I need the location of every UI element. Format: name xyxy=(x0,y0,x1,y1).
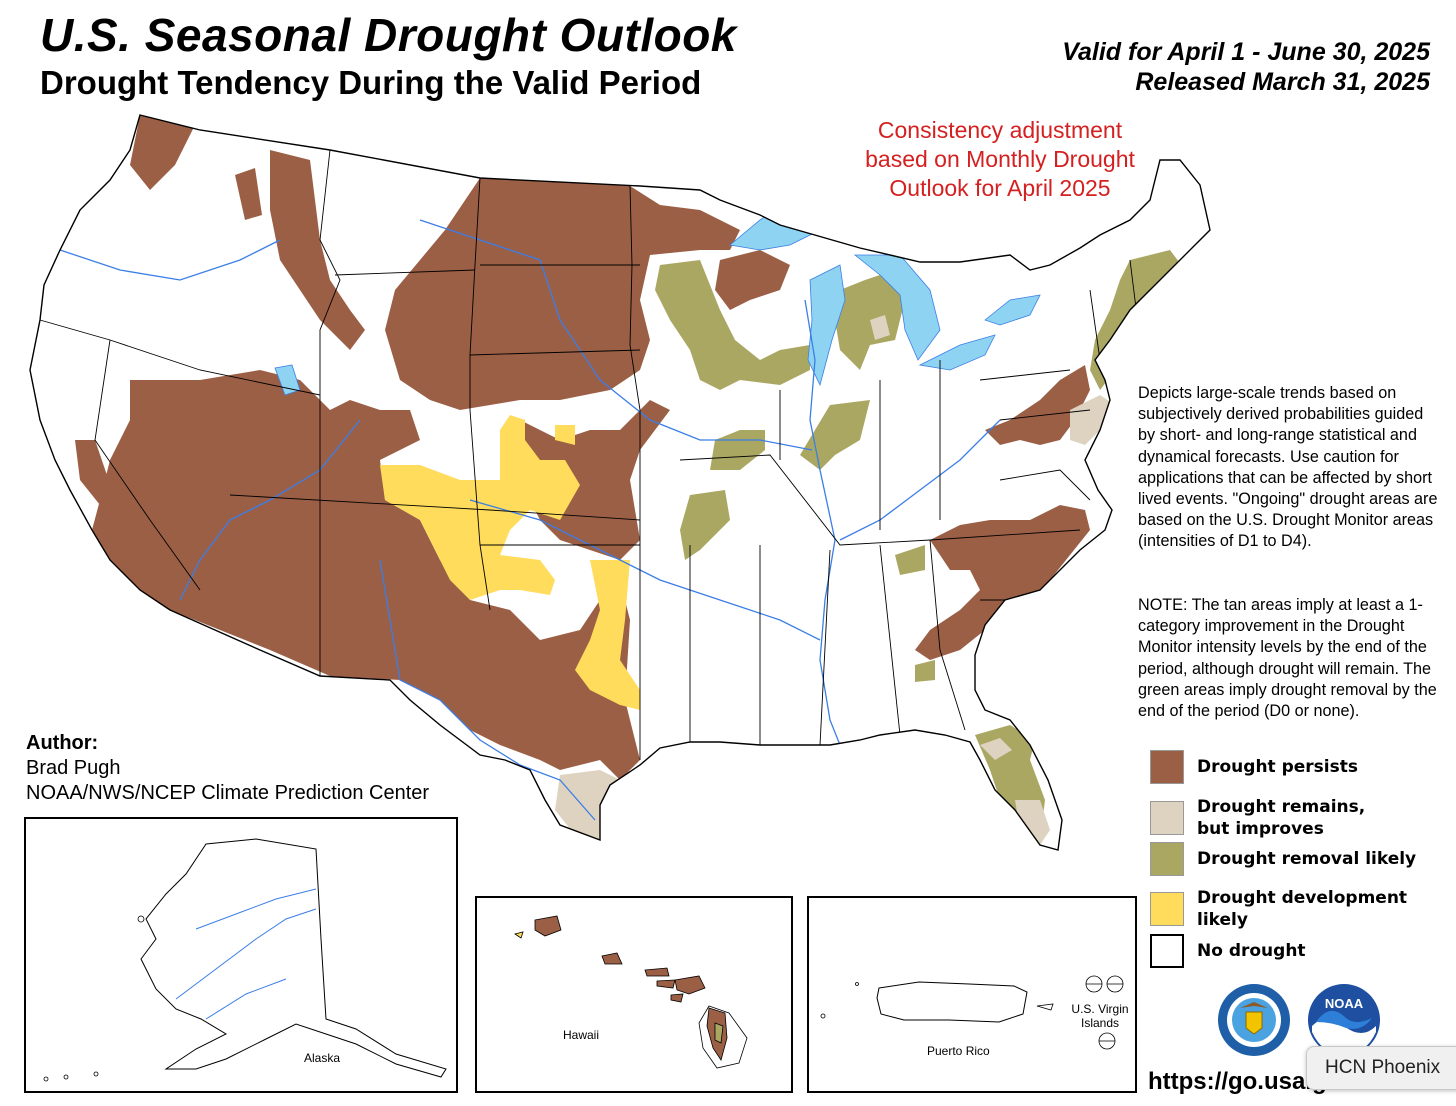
drought-areas xyxy=(39,115,1185,845)
colorado-river xyxy=(179,419,361,601)
legend-drought-persists: Drought persists xyxy=(1150,750,1456,784)
legend-swatch xyxy=(1150,750,1184,784)
department-of-commerce-seal xyxy=(1218,984,1290,1056)
development-kansas-spot xyxy=(555,425,575,445)
alaska-label: Alaska xyxy=(304,1051,341,1065)
map-note: NOTE: The tan areas imply at least a 1-c… xyxy=(1138,596,1437,721)
mississippi-river xyxy=(804,299,841,746)
map-title: U.S. Seasonal Drought Outlook xyxy=(40,9,737,61)
hawaii-inset: Hawaii xyxy=(475,896,793,1093)
persists-northern-plains xyxy=(385,178,740,410)
persists-mid-atlantic xyxy=(985,365,1090,445)
legend-no-drought: No drought xyxy=(1150,934,1456,968)
rio-grande xyxy=(379,559,596,821)
persists-idaho-west xyxy=(235,168,262,220)
author-org: NOAA/NWS/NCEP Climate Prediction Center xyxy=(26,782,430,804)
legend-label: Drought removal likely xyxy=(1197,849,1417,869)
legend-drought-development: Drought development likely xyxy=(1150,887,1456,931)
alaska-inset: Alaska xyxy=(24,817,458,1093)
legend-swatch xyxy=(1150,892,1184,926)
map-subtitle: Drought Tendency During the Valid Period xyxy=(40,64,702,101)
hawaii-label: Hawaii xyxy=(563,1028,600,1042)
legend-swatch xyxy=(1150,842,1184,876)
improves-south-texas xyxy=(555,770,630,845)
development-texas-strip xyxy=(575,560,640,710)
removal-illinois xyxy=(800,400,870,470)
persists-cal-coast xyxy=(75,440,112,505)
improves-mid-atlantic xyxy=(1070,395,1115,445)
removal-arkansas xyxy=(680,490,730,560)
alaska-shape xyxy=(43,838,447,1082)
removal-upper-midwest xyxy=(655,260,810,390)
puerto-rico-shape xyxy=(820,975,1124,1050)
release-date: Released March 31, 2025 xyxy=(1135,68,1430,96)
removal-tennessee xyxy=(895,545,925,575)
noaa-logo: NOAA xyxy=(1308,984,1380,1056)
legend-label: Drought persists xyxy=(1197,757,1358,777)
author-block: Author: Brad Pugh NOAA/NWS/NCEP Climate … xyxy=(26,731,429,806)
legend-label: Drought development likely xyxy=(1197,888,1408,930)
author-label: Author: xyxy=(26,732,99,754)
persists-nw-idaho xyxy=(130,115,195,190)
development-colorado-plains xyxy=(380,415,580,600)
columbia-river xyxy=(59,239,281,281)
svg-text:NOAA: NOAA xyxy=(1325,996,1364,1011)
improves-florida-north xyxy=(980,738,1012,760)
lake-erie xyxy=(918,334,996,371)
persists-wisconsin xyxy=(715,250,790,310)
improves-florida xyxy=(1015,800,1050,845)
great-salt-lake xyxy=(274,364,301,396)
persists-idaho-panhandle xyxy=(270,150,365,350)
legend-swatch xyxy=(1150,934,1184,968)
virgin-islands-label: U.S. Virgin Islands xyxy=(1071,1002,1129,1030)
lake-huron xyxy=(853,254,941,361)
persists-carolinas xyxy=(915,505,1090,660)
consistency-note: Consistency adjustment based on Monthly … xyxy=(865,117,1135,201)
legend-swatch xyxy=(1150,801,1184,835)
arkansas-river xyxy=(469,499,821,641)
legend-drought-improves: Drought remains, but improves xyxy=(1150,796,1367,840)
author-name: Brad Pugh xyxy=(26,757,121,779)
missouri-river xyxy=(419,219,813,451)
legend-label: No drought xyxy=(1197,941,1306,961)
improves-michigan xyxy=(870,315,890,340)
puerto-rico-inset: Puerto Rico U.S. Virgin Islands xyxy=(807,896,1137,1093)
puerto-rico-label: Puerto Rico xyxy=(927,1044,990,1058)
valid-period: Valid for April 1 - June 30, 2025 xyxy=(1062,38,1430,66)
lake-michigan xyxy=(807,264,846,387)
lake-ontario xyxy=(984,294,1041,326)
persists-great-basin-southwest xyxy=(92,370,640,780)
hawaii-shape xyxy=(514,915,748,1069)
removal-alabama xyxy=(915,660,935,682)
hcn-badge: HCN Phoenix xyxy=(1306,1046,1456,1090)
ohio-river xyxy=(839,419,1001,541)
legend-label: Drought remains, but improves xyxy=(1197,797,1366,839)
map-description: Depicts large-scale trends based on subj… xyxy=(1138,384,1438,551)
legend-drought-removal: Drought removal likely xyxy=(1150,842,1456,876)
